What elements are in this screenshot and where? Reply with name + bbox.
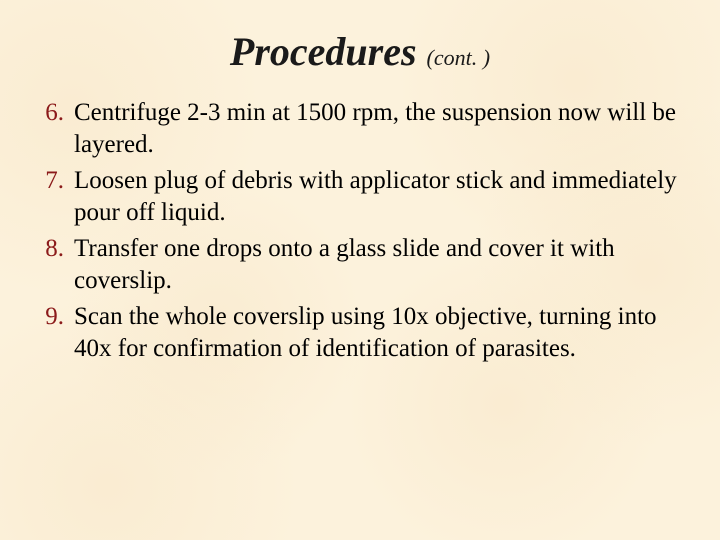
list-text: Scan the whole coverslip using 10x objec… bbox=[74, 301, 680, 365]
title-main: Procedures bbox=[230, 29, 417, 74]
slide-title: Procedures (cont. ) bbox=[40, 28, 680, 75]
list-item: 6. Centrifuge 2-3 min at 1500 rpm, the s… bbox=[40, 97, 680, 161]
list-item: 9. Scan the whole coverslip using 10x ob… bbox=[40, 301, 680, 365]
title-suffix: (cont. ) bbox=[427, 45, 491, 70]
list-text: Loosen plug of debris with applicator st… bbox=[74, 165, 680, 229]
list-number: 8. bbox=[40, 233, 74, 265]
slide: Procedures (cont. ) 6. Centrifuge 2-3 mi… bbox=[0, 0, 720, 540]
list-number: 7. bbox=[40, 165, 74, 197]
list-number: 9. bbox=[40, 301, 74, 333]
list-item: 8. Transfer one drops onto a glass slide… bbox=[40, 233, 680, 297]
list-item: 7. Loosen plug of debris with applicator… bbox=[40, 165, 680, 229]
procedure-list: 6. Centrifuge 2-3 min at 1500 rpm, the s… bbox=[40, 97, 680, 365]
list-number: 6. bbox=[40, 97, 74, 129]
list-text: Transfer one drops onto a glass slide an… bbox=[74, 233, 680, 297]
list-text: Centrifuge 2-3 min at 1500 rpm, the susp… bbox=[74, 97, 680, 161]
